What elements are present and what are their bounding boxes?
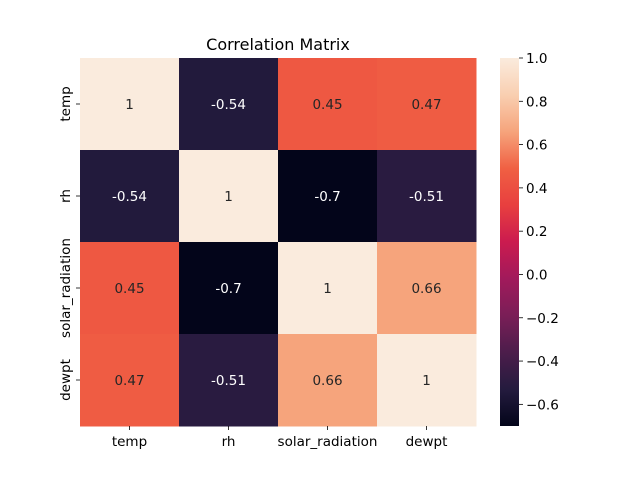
x-tick-label: dewpt [406, 434, 448, 450]
colorbar-tick-label: −0.2 [526, 311, 559, 327]
colorbar-tick-label: −0.4 [526, 354, 559, 370]
cell-value-label: -0.7 [314, 189, 340, 205]
heatmap-cell [80, 242, 180, 335]
x-tick-label: temp [112, 434, 147, 450]
heatmap-cell [377, 242, 477, 335]
colorbar: 1.0 0.8 0.6 0.4 0.2 0.0 −0.2 −0.4 −0.6 [500, 51, 559, 426]
heatmap-cell [179, 334, 279, 427]
cell-value-label: -0.51 [211, 373, 246, 389]
colorbar-tick-label: 0.8 [526, 94, 547, 110]
heatmap-cell [278, 58, 378, 151]
x-axis: temp rh solar_radiation dewpt [112, 426, 448, 450]
cell-value-label: 0.66 [411, 281, 441, 297]
cell-value-label: 0.45 [114, 281, 144, 297]
cell-value-label: -0.54 [112, 189, 147, 205]
heatmap-cell [377, 334, 477, 427]
heatmap-cell [278, 242, 378, 335]
heatmap-cell [278, 150, 378, 243]
colorbar-gradient [500, 58, 519, 426]
y-tick-label: rh [58, 189, 74, 203]
cell-value-label: 0.45 [312, 97, 342, 113]
heatmap-cell [377, 58, 477, 151]
colorbar-tick-label: 0.6 [526, 138, 547, 154]
y-tick-label: dewpt [58, 359, 74, 401]
heatmap-cell [80, 58, 180, 151]
cell-value-label: 1 [125, 97, 134, 113]
heatmap-cell [179, 58, 279, 151]
colorbar-tick-label: 0.4 [526, 181, 547, 197]
x-tick-label: rh [222, 434, 236, 450]
chart-title: Correlation Matrix [206, 35, 350, 54]
cell-value-label: -0.7 [215, 281, 241, 297]
cell-value-label: -0.54 [211, 97, 246, 113]
colorbar-tick-label: −0.6 [526, 397, 559, 413]
heatmap-cell-labels: 1 -0.54 0.45 0.47 -0.54 1 -0.7 -0.51 0.45 -0.7 1 0.… [112, 97, 444, 389]
colorbar-tick-label: 1.0 [526, 51, 547, 67]
heatmap-cell [179, 242, 279, 335]
x-tick-label: solar_radiation [278, 434, 378, 450]
cell-value-label: 1 [323, 281, 332, 297]
heatmap-cells [80, 58, 477, 427]
cell-value-label: 1 [422, 373, 431, 389]
cell-value-label: 0.66 [312, 373, 342, 389]
y-tick-label: solar_radiation [58, 238, 74, 338]
cell-value-label: 0.47 [114, 373, 144, 389]
cell-value-label: 0.47 [411, 97, 441, 113]
cell-value-label: -0.51 [409, 189, 444, 205]
y-tick-label: temp [58, 86, 74, 121]
heatmap-cell [80, 150, 180, 243]
cell-value-label: 1 [224, 189, 233, 205]
heatmap-cell [377, 150, 477, 243]
colorbar-tick-label: 0.0 [526, 267, 547, 283]
heatmap-cell [278, 334, 378, 427]
colorbar-tick-label: 0.2 [526, 224, 547, 240]
heatmap-cell [80, 334, 180, 427]
heatmap-cell [179, 150, 279, 243]
